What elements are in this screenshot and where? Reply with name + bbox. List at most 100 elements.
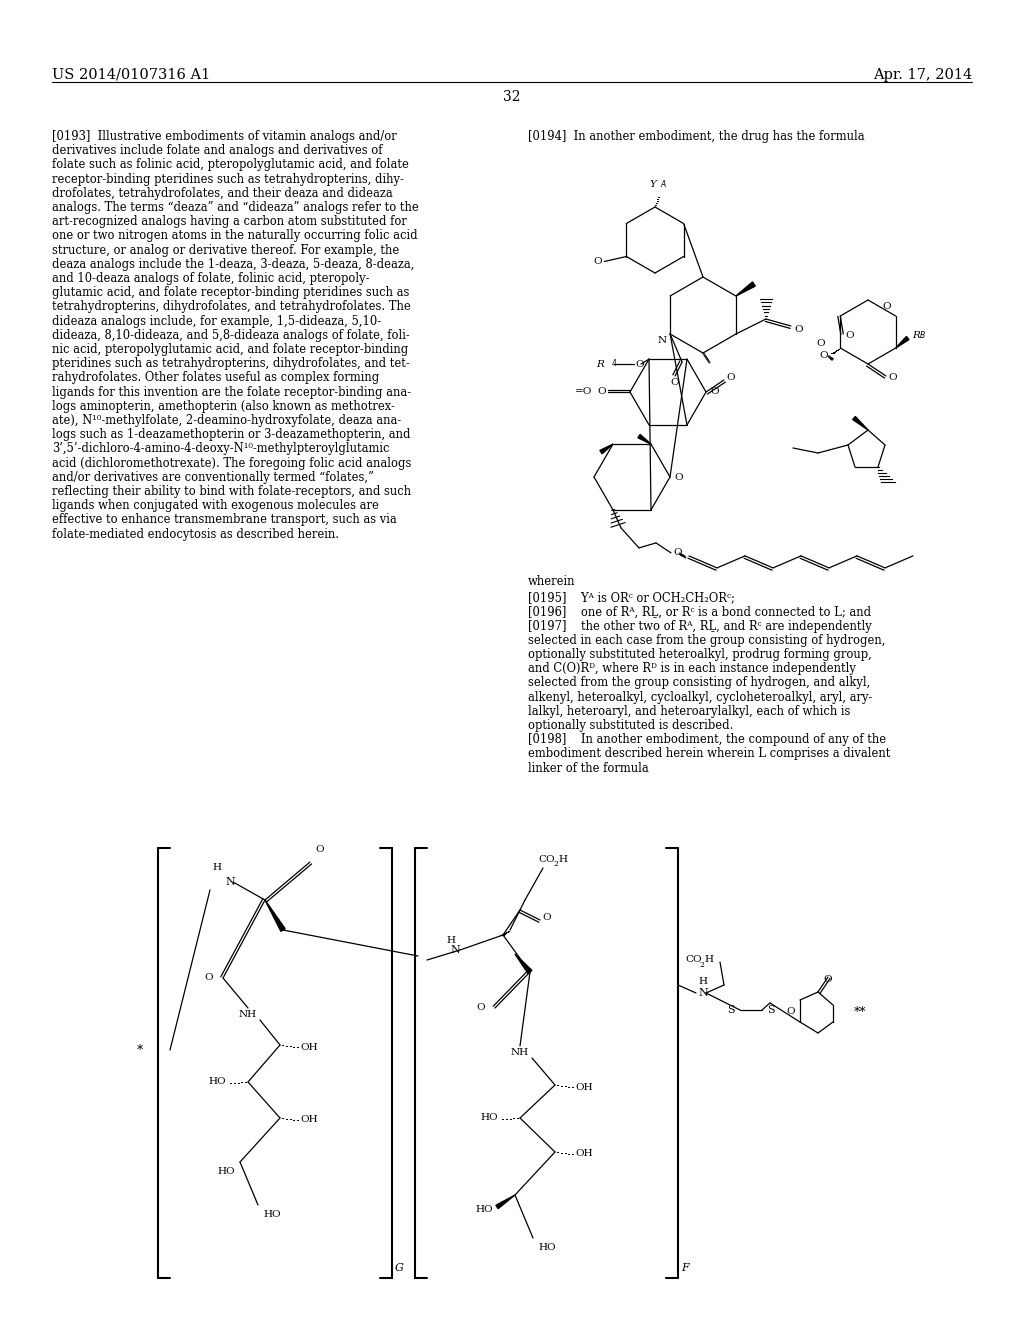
Text: O: O bbox=[635, 359, 644, 368]
Text: O: O bbox=[597, 388, 606, 396]
Text: N: N bbox=[451, 945, 460, 954]
Text: [0193]  Illustrative embodiments of vitamin analogs and/or: [0193] Illustrative embodiments of vitam… bbox=[52, 129, 396, 143]
Text: alkenyl, heteroalkyl, cycloalkyl, cycloheteroalkyl, aryl, ary-: alkenyl, heteroalkyl, cycloalkyl, cycloh… bbox=[528, 690, 872, 704]
Text: receptor-binding pteridines such as tetrahydropterins, dihy-: receptor-binding pteridines such as tetr… bbox=[52, 173, 403, 186]
Text: *: * bbox=[137, 1044, 143, 1056]
Text: acid (dichloromethotrexate). The foregoing folic acid analogs: acid (dichloromethotrexate). The foregoi… bbox=[52, 457, 412, 470]
Text: O: O bbox=[205, 974, 213, 982]
Text: logs such as 1-deazamethopterin or 3-deazamethopterin, and: logs such as 1-deazamethopterin or 3-dea… bbox=[52, 428, 411, 441]
Text: HO: HO bbox=[480, 1114, 498, 1122]
Polygon shape bbox=[515, 954, 531, 974]
Text: N: N bbox=[658, 337, 667, 345]
Text: [0198]    In another embodiment, the compound of any of the: [0198] In another embodiment, the compou… bbox=[528, 733, 886, 746]
Text: OH: OH bbox=[300, 1043, 317, 1052]
Text: H: H bbox=[446, 936, 455, 945]
Text: [0197]    the other two of Rᴬ, RḺ, and Rᶜ are independently: [0197] the other two of Rᴬ, RḺ, and Rᶜ a… bbox=[528, 619, 871, 632]
Text: O: O bbox=[794, 325, 803, 334]
Text: HO: HO bbox=[475, 1204, 493, 1213]
Text: A: A bbox=[660, 180, 666, 189]
Text: rahydrofolates. Other folates useful as complex forming: rahydrofolates. Other folates useful as … bbox=[52, 371, 379, 384]
Text: selected in each case from the group consisting of hydrogen,: selected in each case from the group con… bbox=[528, 634, 886, 647]
Text: and C(O)Rᴰ, where Rᴰ is in each instance independently: and C(O)Rᴰ, where Rᴰ is in each instance… bbox=[528, 663, 856, 676]
Text: O: O bbox=[673, 548, 682, 557]
Text: H: H bbox=[698, 977, 707, 986]
Text: HO: HO bbox=[208, 1077, 226, 1086]
Text: CO: CO bbox=[685, 956, 701, 965]
Text: O: O bbox=[816, 339, 825, 348]
Text: G: G bbox=[395, 1263, 403, 1272]
Text: O: O bbox=[823, 975, 831, 983]
Text: R: R bbox=[596, 359, 604, 368]
Polygon shape bbox=[853, 417, 868, 430]
Text: =O: =O bbox=[574, 388, 592, 396]
Text: O: O bbox=[845, 331, 854, 341]
Text: O: O bbox=[671, 378, 679, 387]
Text: reflecting their ability to bind with folate-receptors, and such: reflecting their ability to bind with fo… bbox=[52, 484, 411, 498]
Text: OH: OH bbox=[300, 1115, 317, 1125]
Text: and/or derivatives are conventionally termed “folates,”: and/or derivatives are conventionally te… bbox=[52, 471, 374, 484]
Text: optionally substituted is described.: optionally substituted is described. bbox=[528, 719, 733, 733]
Text: H: H bbox=[705, 956, 713, 965]
Text: OH: OH bbox=[575, 1082, 593, 1092]
Text: 3’,5’-dichloro-4-amino-4-deoxy-N¹⁰-methylpteroylglutamic: 3’,5’-dichloro-4-amino-4-deoxy-N¹⁰-methy… bbox=[52, 442, 389, 455]
Text: analogs. The terms “deaza” and “dideaza” analogs refer to the: analogs. The terms “deaza” and “dideaza”… bbox=[52, 201, 419, 214]
Text: O: O bbox=[882, 302, 891, 312]
Text: O: O bbox=[786, 1006, 795, 1015]
Text: art-recognized analogs having a carbon atom substituted for: art-recognized analogs having a carbon a… bbox=[52, 215, 407, 228]
Text: folate such as folinic acid, pteropolyglutamic acid, and folate: folate such as folinic acid, pteropolygl… bbox=[52, 158, 409, 172]
Text: O: O bbox=[542, 913, 551, 923]
Text: [0194]  In another embodiment, the drug has the formula: [0194] In another embodiment, the drug h… bbox=[528, 129, 864, 143]
Text: O: O bbox=[674, 473, 683, 482]
Text: Apr. 17, 2014: Apr. 17, 2014 bbox=[872, 69, 972, 82]
Text: HO: HO bbox=[263, 1210, 281, 1218]
Text: N: N bbox=[698, 987, 708, 998]
Text: 2: 2 bbox=[699, 961, 703, 969]
Text: HO: HO bbox=[217, 1167, 234, 1176]
Text: O: O bbox=[476, 1003, 485, 1012]
Text: CO: CO bbox=[538, 855, 555, 865]
Text: NH: NH bbox=[511, 1048, 529, 1057]
Text: F: F bbox=[681, 1263, 689, 1272]
Text: **: ** bbox=[854, 1006, 866, 1019]
Text: glutamic acid, and folate receptor-binding pteridines such as: glutamic acid, and folate receptor-bindi… bbox=[52, 286, 410, 300]
Text: US 2014/0107316 A1: US 2014/0107316 A1 bbox=[52, 69, 210, 82]
Polygon shape bbox=[896, 337, 909, 348]
Text: structure, or analog or derivative thereof. For example, the: structure, or analog or derivative there… bbox=[52, 244, 399, 256]
Text: O: O bbox=[594, 257, 602, 267]
Text: O: O bbox=[710, 388, 719, 396]
Text: O: O bbox=[315, 845, 324, 854]
Text: H: H bbox=[558, 855, 567, 865]
Text: B: B bbox=[920, 331, 925, 341]
Text: 2: 2 bbox=[553, 861, 558, 869]
Text: linker of the formula: linker of the formula bbox=[528, 762, 649, 775]
Text: logs aminopterin, amethopterin (also known as methotrex-: logs aminopterin, amethopterin (also kno… bbox=[52, 400, 395, 413]
Text: and 10-deaza analogs of folate, folinic acid, pteropoly-: and 10-deaza analogs of folate, folinic … bbox=[52, 272, 370, 285]
Text: deaza analogs include the 1-deaza, 3-deaza, 5-deaza, 8-deaza,: deaza analogs include the 1-deaza, 3-dea… bbox=[52, 257, 415, 271]
Text: S: S bbox=[767, 1005, 774, 1015]
Text: ligands when conjugated with exogenous molecules are: ligands when conjugated with exogenous m… bbox=[52, 499, 379, 512]
Polygon shape bbox=[496, 1195, 515, 1209]
Text: dideaza, 8,10-dideaza, and 5,8-dideaza analogs of folate, foli-: dideaza, 8,10-dideaza, and 5,8-dideaza a… bbox=[52, 329, 410, 342]
Text: N: N bbox=[225, 876, 234, 887]
Text: R: R bbox=[911, 331, 920, 341]
Text: effective to enhance transmembrane transport, such as via: effective to enhance transmembrane trans… bbox=[52, 513, 396, 527]
Polygon shape bbox=[736, 282, 756, 296]
Text: S: S bbox=[727, 1005, 735, 1015]
Text: optionally substituted heteroalkyl, prodrug forming group,: optionally substituted heteroalkyl, prod… bbox=[528, 648, 871, 661]
Text: lalkyl, heteroaryl, and heteroarylalkyl, each of which is: lalkyl, heteroaryl, and heteroarylalkyl,… bbox=[528, 705, 850, 718]
Text: drofolates, tetrahydrofolates, and their deaza and dideaza: drofolates, tetrahydrofolates, and their… bbox=[52, 187, 393, 199]
Text: 32: 32 bbox=[503, 90, 521, 104]
Text: pteridines such as tetrahydropterins, dihydrofolates, and tet-: pteridines such as tetrahydropterins, di… bbox=[52, 358, 410, 370]
Text: folate-mediated endocytosis as described herein.: folate-mediated endocytosis as described… bbox=[52, 528, 339, 541]
Text: ligands for this invention are the folate receptor-binding ana-: ligands for this invention are the folat… bbox=[52, 385, 411, 399]
Text: Y: Y bbox=[649, 180, 656, 189]
Text: ate), N¹⁰-methylfolate, 2-deamino-hydroxyfolate, deaza ana-: ate), N¹⁰-methylfolate, 2-deamino-hydrox… bbox=[52, 414, 401, 426]
Text: one or two nitrogen atoms in the naturally occurring folic acid: one or two nitrogen atoms in the natural… bbox=[52, 230, 418, 243]
Text: [0195]    Yᴬ is ORᶜ or OCH₂CH₂ORᶜ;: [0195] Yᴬ is ORᶜ or OCH₂CH₂ORᶜ; bbox=[528, 591, 735, 605]
Text: OH: OH bbox=[575, 1150, 593, 1159]
Text: 4: 4 bbox=[612, 359, 616, 368]
Polygon shape bbox=[600, 444, 613, 454]
Polygon shape bbox=[265, 900, 285, 932]
Text: nic acid, pteropolyglutamic acid, and folate receptor-binding: nic acid, pteropolyglutamic acid, and fo… bbox=[52, 343, 409, 356]
Text: wherein: wherein bbox=[528, 576, 575, 587]
